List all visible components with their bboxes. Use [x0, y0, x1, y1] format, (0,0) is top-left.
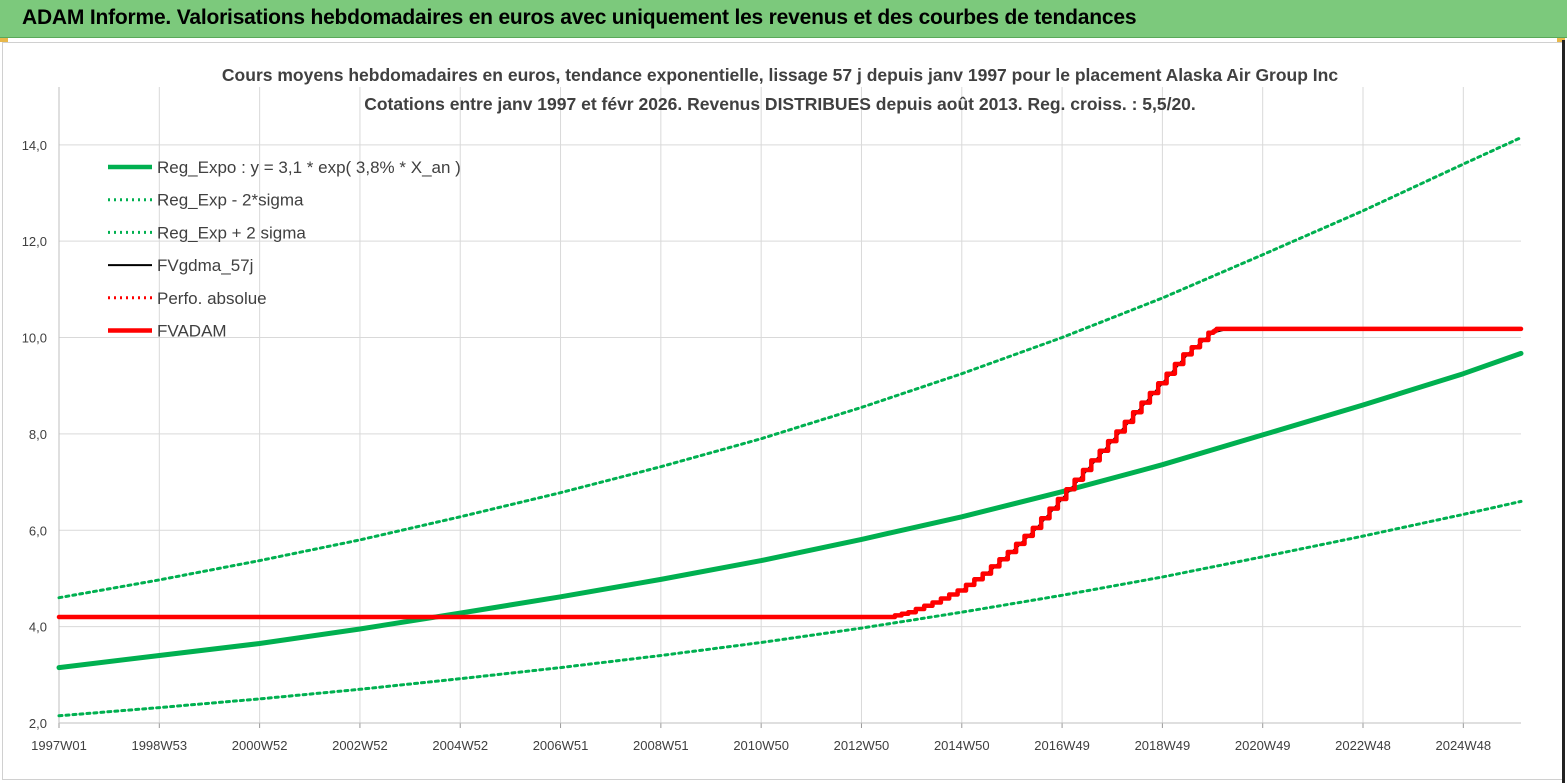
- x-tick-label: 1998W53: [131, 738, 187, 753]
- x-tick-label: 2008W51: [633, 738, 689, 753]
- x-tick-label: 2014W50: [934, 738, 990, 753]
- series-line-5: [56, 326, 1524, 620]
- chart-title: Cours moyens hebdomadaires en euros, ten…: [222, 65, 1338, 85]
- legend-label: Reg_Expo : y = 3,1 * exp( 3,8% * X_an ): [157, 158, 461, 177]
- x-tick-label: 2004W52: [432, 738, 488, 753]
- y-tick-label: 2,0: [29, 716, 47, 731]
- axis-layer: 2,0 4,0 6,0 8,0 10,0 12,0 14,0 1997W01 1998W53 20…: [22, 87, 1521, 753]
- right-corner-mark: [1557, 38, 1565, 42]
- report-title: ADAM Informe. Valorisations hebdomadaire…: [22, 6, 1137, 29]
- x-tick-label: 2000W52: [232, 738, 288, 753]
- x-tick-label: 2024W48: [1435, 738, 1491, 753]
- x-tick-label: 2022W48: [1335, 738, 1391, 753]
- left-corner-mark: [0, 38, 8, 42]
- legend-label: FVgdma_57j: [157, 256, 253, 275]
- x-tick-label: 2010W50: [733, 738, 789, 753]
- window-scroll-edge: [1562, 40, 1565, 783]
- x-tick-label: 2020W49: [1235, 738, 1291, 753]
- legend-label: FVADAM: [157, 322, 227, 341]
- y-tick-label: 4,0: [29, 620, 47, 635]
- legend-label: Reg_Exp - 2*sigma: [157, 191, 304, 210]
- report-banner: ADAM Informe. Valorisations hebdomadaire…: [0, 0, 1567, 38]
- x-tick-label: 2002W52: [332, 738, 388, 753]
- series-line-1: [57, 499, 1523, 718]
- y-tick-label: 14,0: [22, 138, 47, 153]
- series-line-2: [57, 136, 1523, 600]
- series-layer: [56, 136, 1524, 718]
- chart-area: [2, 42, 1563, 780]
- x-tick-label: 2018W49: [1135, 738, 1191, 753]
- x-tick-label: 2012W50: [834, 738, 890, 753]
- y-tick-label: 6,0: [29, 523, 47, 538]
- y-tick-label: 8,0: [29, 427, 47, 442]
- y-tick-label: 12,0: [22, 234, 47, 249]
- legend-label: Perfo. absolue: [157, 289, 267, 308]
- series-line-0: [56, 350, 1524, 671]
- x-tick-label: 1997W01: [31, 738, 87, 753]
- x-tick-label: 2006W51: [533, 738, 589, 753]
- y-tick-label: 10,0: [22, 331, 47, 346]
- series-line-3: [58, 327, 1522, 618]
- legend: Reg_Expo : y = 3,1 * exp( 3,8% * X_an ) R…: [108, 158, 461, 341]
- x-tick-label: 2016W49: [1034, 738, 1090, 753]
- legend-label: Reg_Exp + 2 sigma: [157, 223, 306, 242]
- chart-subtitle: Cotations entre janv 1997 et févr 2026. …: [364, 94, 1196, 114]
- grid-layer: [58, 87, 1521, 724]
